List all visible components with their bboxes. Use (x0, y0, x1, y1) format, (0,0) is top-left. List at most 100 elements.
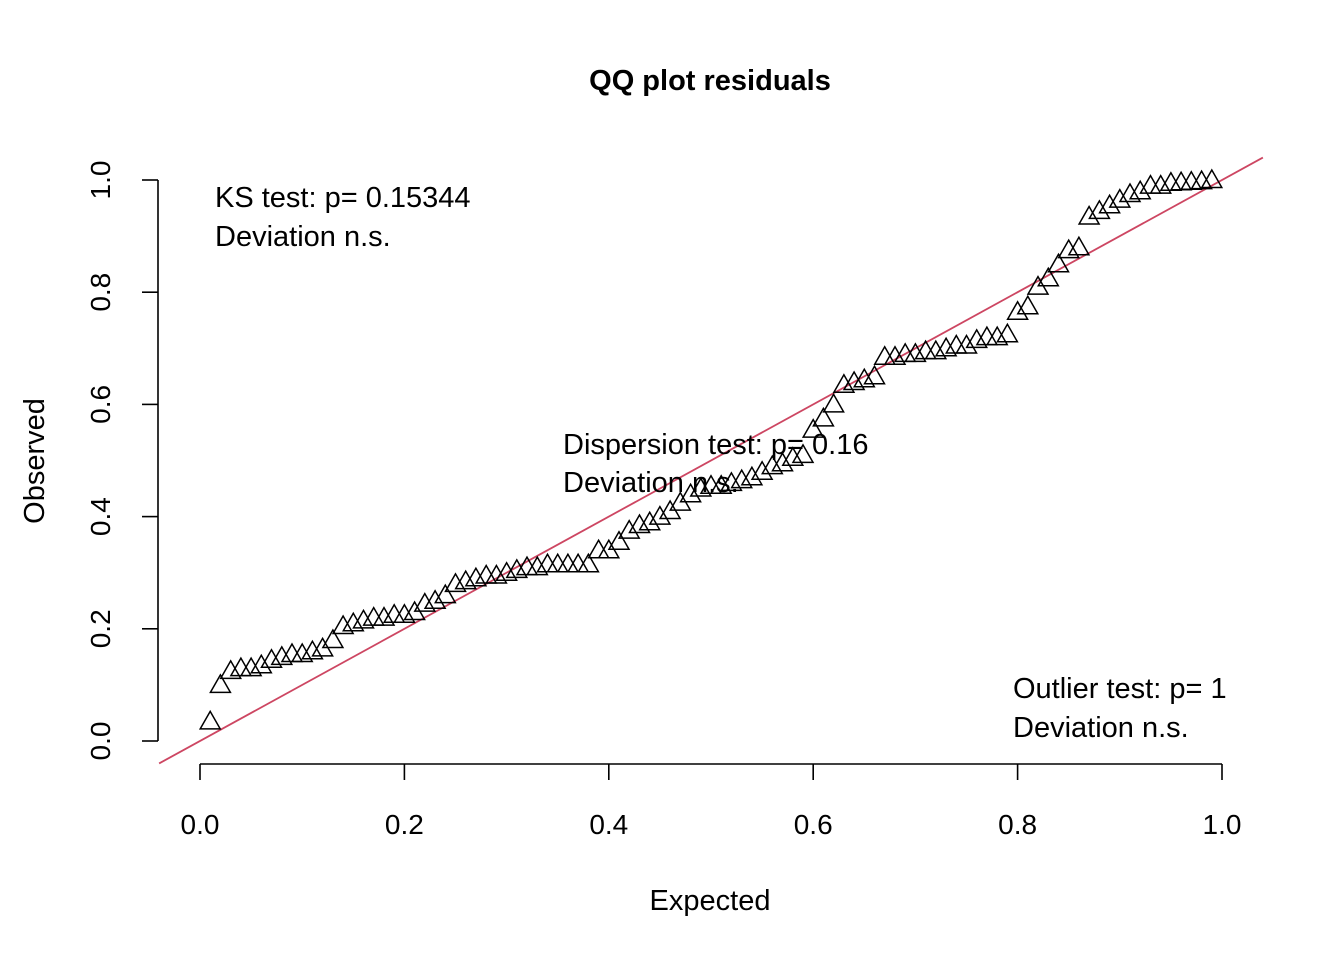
qq-point (730, 468, 753, 489)
qq-point (648, 505, 672, 525)
qq-point (393, 603, 416, 624)
qq-point (260, 648, 283, 668)
qq-point (720, 471, 743, 492)
qq-point (1088, 199, 1111, 220)
qq-point (321, 628, 345, 649)
dispersion-deviation-text: Deviation n.s. (563, 467, 739, 499)
qq-point (1149, 174, 1172, 194)
y-tick-label: 0.2 (85, 609, 116, 648)
qq-point (239, 656, 263, 677)
x-tick-label: 0.8 (998, 809, 1037, 840)
ks-test-text: KS test: p= 0.15344 (215, 182, 471, 214)
x-tick-label: 0.0 (181, 809, 220, 840)
qq-point (566, 552, 590, 573)
qq-point (1169, 170, 1193, 191)
qq-point (454, 569, 477, 590)
qq-point (505, 558, 529, 579)
qq-point (1139, 174, 1162, 194)
qq-point (423, 589, 447, 610)
qq-point (209, 673, 232, 694)
qq-point (250, 653, 273, 674)
qq-point (904, 342, 927, 363)
qq-point (1077, 204, 1101, 225)
qq-point (464, 566, 488, 587)
x-tick-label: 1.0 (1203, 809, 1242, 840)
ks-deviation-text: Deviation n.s. (215, 221, 391, 253)
outlier-deviation-text: Deviation n.s. (1013, 712, 1189, 744)
reference-line-y-equals-x (158, 156, 1264, 765)
qq-point (1067, 235, 1091, 256)
qq-point (842, 370, 866, 391)
qq-point (270, 645, 294, 666)
y-tick-label: 0.8 (85, 273, 116, 312)
qq-point (638, 510, 661, 531)
qq-point (290, 642, 314, 663)
qq-point (863, 364, 886, 385)
qq-point (546, 552, 569, 573)
qq-point (1118, 182, 1142, 203)
qq-point (955, 333, 978, 354)
qq-point (434, 583, 457, 604)
qq-point (801, 418, 825, 438)
qq-point (485, 563, 508, 584)
qq-point (331, 614, 355, 635)
qq-point (1098, 193, 1121, 214)
qq-point (198, 709, 222, 730)
qq-point (1190, 169, 1213, 190)
qq-point (587, 538, 610, 559)
y-axis-label: Observed (19, 398, 51, 524)
qq-point (761, 454, 784, 475)
qq-point (628, 513, 651, 534)
qq-point (577, 552, 600, 573)
y-axis: 0.0 0.2 0.4 0.6 0.8 1.0 (85, 161, 159, 761)
x-tick-label: 0.2 (385, 809, 424, 840)
qq-point (1128, 179, 1152, 200)
qq-point (1006, 300, 1029, 321)
dispersion-test-text: Dispersion test: p= 0.16 (563, 429, 868, 461)
qq-point (750, 460, 774, 480)
qq-point (1180, 170, 1203, 190)
qq-point (556, 552, 580, 573)
y-tick-label: 1.0 (85, 161, 116, 200)
qq-point (1047, 252, 1070, 273)
qq-point (607, 530, 631, 551)
qq-point (342, 611, 365, 632)
qq-point (1108, 188, 1132, 208)
qq-point (853, 367, 876, 388)
qq-point (791, 443, 815, 464)
chart-title: QQ plot residuals (589, 65, 831, 97)
qq-point (1016, 294, 1040, 315)
x-axis: 0.0 0.2 0.4 0.6 0.8 1.0 (181, 763, 1242, 840)
x-tick-label: 0.4 (589, 809, 628, 840)
y-tick-label: 0.0 (85, 722, 116, 761)
reference-line (158, 156, 1264, 765)
data-points (198, 168, 1224, 730)
qq-point (985, 325, 1009, 346)
qq-point (812, 406, 835, 427)
qq-point (1057, 238, 1080, 259)
qq-point (996, 322, 1019, 343)
qq-point (740, 465, 764, 486)
qq-point (444, 572, 467, 593)
qq-point (709, 474, 733, 494)
qq-point (1200, 168, 1224, 189)
y-tick-label: 0.6 (85, 385, 116, 424)
qq-point (934, 336, 958, 357)
qq-point (679, 482, 702, 503)
x-tick-label: 0.6 (794, 809, 833, 840)
qq-point (689, 476, 713, 497)
qq-point (781, 446, 805, 466)
qq-point (822, 392, 845, 413)
qq-point (883, 345, 907, 365)
qq-point (352, 608, 375, 629)
y-tick-label: 0.4 (85, 497, 116, 536)
qq-point (617, 519, 641, 539)
qq-point (413, 592, 437, 612)
qq-point (965, 328, 988, 349)
qq-point (832, 373, 856, 394)
outlier-test-text: Outlier test: p= 1 (1013, 673, 1227, 705)
qq-point (372, 606, 396, 626)
qq-point (495, 561, 518, 581)
qq-point (771, 451, 794, 472)
